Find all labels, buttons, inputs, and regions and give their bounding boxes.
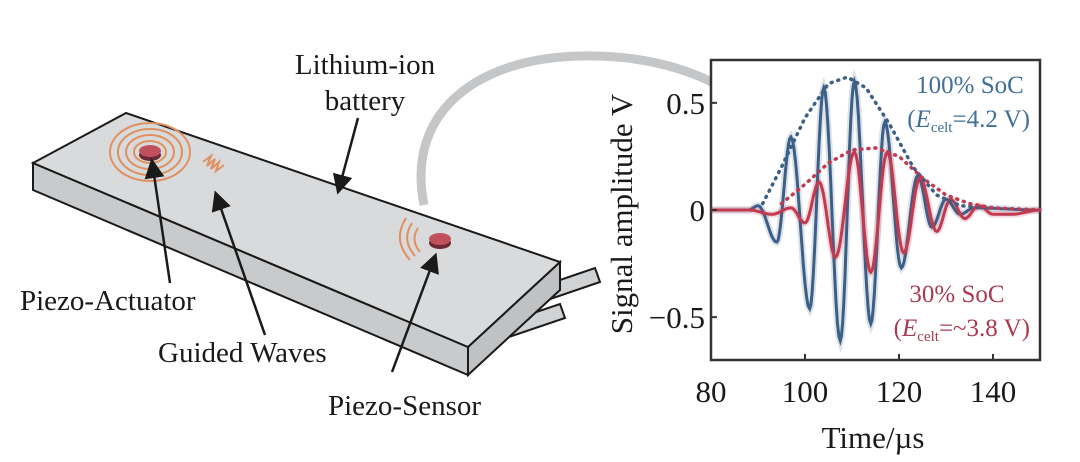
waves-label: Guided Waves xyxy=(158,337,327,369)
battery-arrow xyxy=(332,117,360,195)
guided-waves-icon xyxy=(202,153,225,174)
annotation-30-soc-voltage: (Ecelt=~3.8 V) xyxy=(894,315,1030,345)
y-tick-label: 0 xyxy=(690,193,706,228)
signal-flow-arrow xyxy=(416,51,764,206)
x-tick-label: 120 xyxy=(876,374,923,409)
envelope-line-2 xyxy=(760,75,995,210)
y-tick-label: 0.5 xyxy=(666,86,705,121)
ticks-layer: 80 100 120 140 0.5 0 −0.5 xyxy=(649,86,1016,409)
y-tick-label: −0.5 xyxy=(649,300,705,335)
waves-arrow xyxy=(211,190,267,336)
piezo-actuator-icon xyxy=(139,145,161,161)
x-axis-label: Time/µs xyxy=(822,420,925,455)
x-tick-label: 80 xyxy=(696,374,727,409)
sensor-arrow xyxy=(390,252,439,373)
y-axis-label: Signal amplitude V xyxy=(604,93,639,334)
x-tick-label: 100 xyxy=(782,374,829,409)
battery-label-line1: Lithium-ion xyxy=(295,49,436,81)
annotation-100-soc: 100% SoC xyxy=(916,72,1024,99)
sensor-wave-arcs xyxy=(399,217,421,261)
signal-chart: 80 100 120 140 0.5 0 −0.5 Signal amplitude V T… xyxy=(604,58,1042,455)
actuator-arrow xyxy=(144,158,172,284)
series-layer xyxy=(711,68,1042,354)
actuator-label: Piezo-Actuator xyxy=(20,285,196,317)
annotation-100-soc-voltage: (Ecelt=4.2 V) xyxy=(907,106,1030,136)
annotation-30-soc: 30% SoC xyxy=(909,281,1004,308)
x-tick-label: 140 xyxy=(970,374,1017,409)
envelope-line-3 xyxy=(779,146,1042,212)
sensor-label: Piezo-Sensor xyxy=(328,390,481,422)
piezo-sensor-icon xyxy=(429,233,451,249)
pointer-arrows xyxy=(144,117,439,373)
battery-label-line2: battery xyxy=(325,85,406,117)
